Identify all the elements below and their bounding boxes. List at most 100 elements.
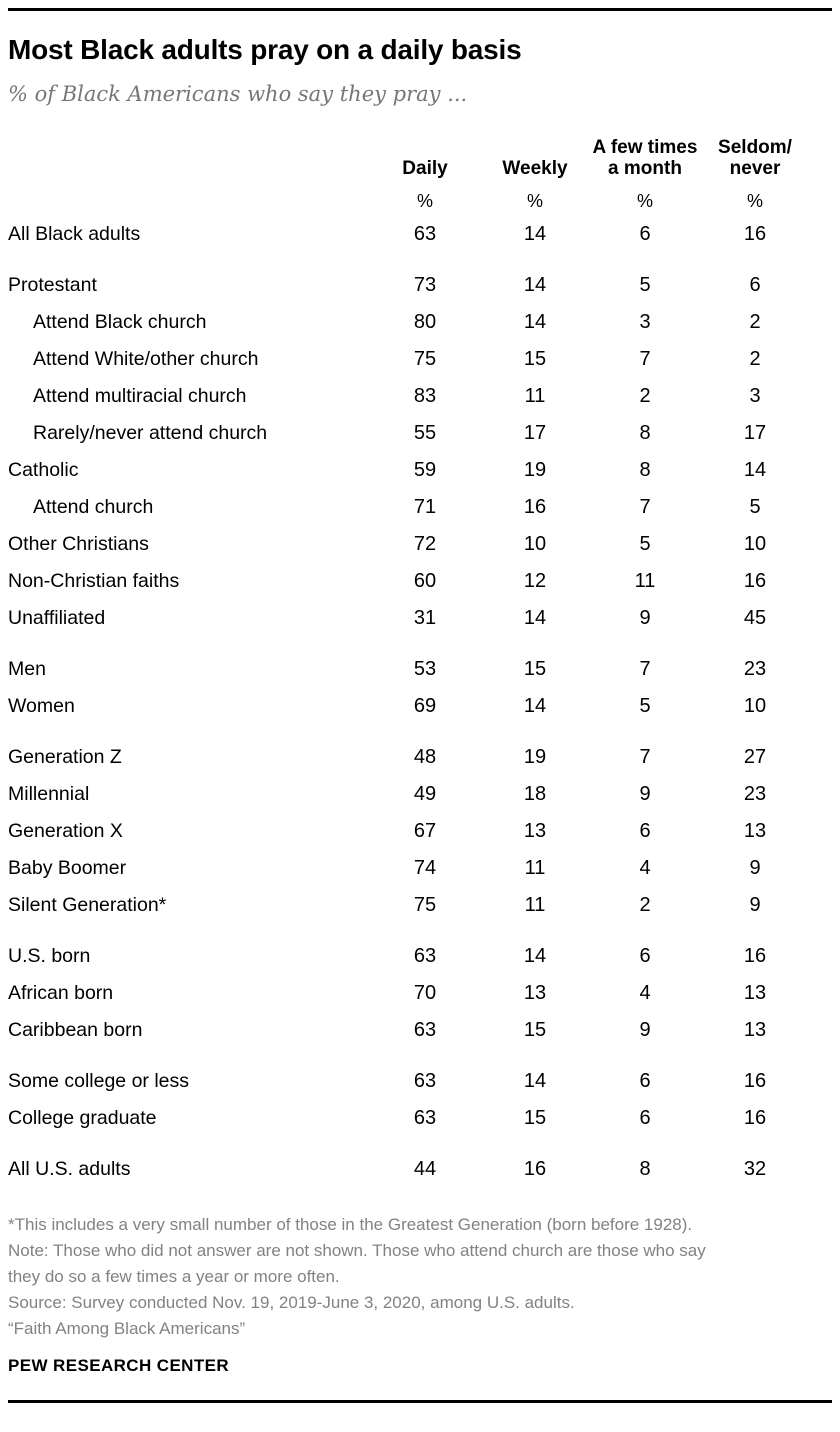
value-few-times-month: 6 [639,820,651,842]
pew-research-center-wordmark: PEW RESEARCH CENTER [8,1356,230,1375]
value-seldom-never: 14 [743,459,767,481]
value-seldom-never: 10 [743,533,767,555]
row-label: All U.S. adults [8,1158,131,1180]
value-daily: 71 [413,496,437,518]
unit-percent-weekly: % [526,191,543,211]
table-row: Millennial 49 18 9 23 [8,776,832,813]
value-seldom-never: 32 [743,1158,767,1180]
value-few-times-month: 5 [639,274,651,296]
row-label: Attend Black church [33,311,207,333]
table-row: Men 53 15 7 23 [8,651,832,688]
value-weekly: 14 [523,1070,547,1092]
value-daily: 80 [413,311,437,333]
value-seldom-never: 16 [743,570,767,592]
table-row: African born 70 13 4 13 [8,975,832,1012]
row-label: Unaffiliated [8,607,106,629]
row-label: Attend White/other church [33,348,259,370]
value-seldom-never: 9 [749,894,761,916]
value-seldom-never: 16 [743,1070,767,1092]
value-few-times-month: 5 [639,695,651,717]
row-label: Some college or less [8,1070,190,1092]
value-daily: 53 [413,658,437,680]
value-few-times-month: 6 [639,1070,651,1092]
value-few-times-month: 11 [634,570,656,592]
asterisk-footnote: *This includes a very small number of th… [8,1215,693,1234]
value-seldom-never: 13 [743,982,767,1004]
unit-percent-few-times-month: % [636,191,653,211]
value-few-times-month: 2 [639,894,651,916]
row-label: Other Christians [8,533,149,555]
page-subtitle: % of Black Americans who say they pray .… [8,82,468,106]
table-body: All Black adults 63 14 6 16 Protestant 7… [8,216,832,1188]
value-weekly: 15 [523,348,547,370]
table-row: Other Christians 72 10 5 10 [8,526,832,563]
bottom-divider [8,1400,832,1403]
value-weekly: 16 [523,1158,547,1180]
column-header-daily: Daily [402,158,448,179]
row-label: African born [8,982,114,1004]
row-label: Attend multiracial church [33,385,247,407]
table-row: Unaffiliated 31 14 9 45 [8,600,832,637]
row-label: Attend church [33,496,154,518]
value-daily: 59 [413,459,437,481]
value-daily: 60 [413,570,437,592]
value-weekly: 14 [523,695,547,717]
value-weekly: 11 [524,894,546,916]
value-daily: 55 [413,422,437,444]
page-title: Most Black adults pray on a daily basis [8,34,522,65]
value-daily: 69 [413,695,437,717]
row-label: Baby Boomer [8,857,127,879]
value-seldom-never: 3 [749,385,761,407]
value-seldom-never: 23 [743,658,767,680]
value-few-times-month: 7 [639,496,651,518]
value-few-times-month: 7 [639,658,651,680]
table-row: Silent Generation* 75 11 2 9 [8,887,832,924]
table-row: Generation X 67 13 6 13 [8,813,832,850]
value-weekly: 16 [523,496,547,518]
value-weekly: 10 [523,533,547,555]
value-daily: 70 [413,982,437,1004]
value-weekly: 15 [523,1107,547,1129]
row-label: Men [8,658,46,680]
value-seldom-never: 17 [743,422,767,444]
value-few-times-month: 8 [639,459,651,481]
value-seldom-never: 27 [743,746,767,768]
table-row: College graduate 63 15 6 16 [8,1100,832,1137]
value-seldom-never: 2 [749,348,761,370]
row-label: Women [8,695,75,717]
value-weekly: 19 [523,746,547,768]
value-seldom-never: 16 [743,223,767,245]
value-daily: 73 [413,274,437,296]
value-daily: 75 [413,894,437,916]
value-weekly: 19 [523,459,547,481]
value-daily: 83 [413,385,437,407]
table-row: All Black adults 63 14 6 16 [8,216,832,253]
column-header-few-times-month: A few times a month [592,137,698,179]
unit-percent-seldom-never: % [746,191,763,211]
value-daily: 63 [413,1107,437,1129]
value-seldom-never: 23 [743,783,767,805]
table-row: Attend Black church 80 14 3 2 [8,304,832,341]
table-header-row: Daily Weekly A few times a month Seldom/… [8,137,832,179]
table-row: All U.S. adults 44 16 8 32 [8,1151,832,1188]
table-row: Protestant 73 14 5 6 [8,267,832,304]
value-daily: 63 [413,1070,437,1092]
value-seldom-never: 5 [749,496,761,518]
row-label: Protestant [8,274,97,296]
value-few-times-month: 6 [639,945,651,967]
unit-label-spacer [8,191,370,212]
source-text: Source: Survey conducted Nov. 19, 2019-J… [8,1293,575,1312]
value-few-times-month: 2 [639,385,651,407]
column-header-weekly: Weekly [502,158,568,179]
top-divider [8,8,832,11]
note-text: Note: Those who did not answer are not s… [8,1241,706,1286]
value-few-times-month: 9 [639,607,651,629]
table-row: Caribbean born 63 15 9 13 [8,1012,832,1049]
value-few-times-month: 6 [639,223,651,245]
value-few-times-month: 7 [639,348,651,370]
table-row: Catholic 59 19 8 14 [8,452,832,489]
value-weekly: 15 [523,1019,547,1041]
value-weekly: 14 [523,311,547,333]
row-label: Non-Christian faiths [8,570,180,592]
value-weekly: 13 [523,820,547,842]
